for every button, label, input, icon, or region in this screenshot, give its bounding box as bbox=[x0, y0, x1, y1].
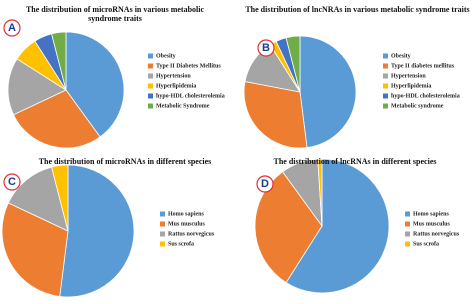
pie-slice bbox=[254, 171, 323, 284]
legend-label: Hyperlipidemia bbox=[156, 83, 196, 89]
legend-label: Homo sapiens bbox=[413, 211, 450, 217]
legend-swatch bbox=[405, 231, 410, 237]
pie-slice bbox=[51, 31, 67, 91]
legend-label: Type II diabetes mellitus bbox=[391, 63, 455, 69]
legend-label: hypo-HDL cholesterolemia bbox=[156, 93, 225, 99]
legend-swatch bbox=[383, 103, 388, 109]
legend-swatch bbox=[405, 241, 410, 247]
legend-swatch bbox=[405, 211, 410, 217]
legend-label: Obesity bbox=[391, 53, 411, 59]
legend-swatch bbox=[160, 231, 165, 237]
legend-swatch bbox=[148, 83, 153, 89]
pie-slice bbox=[285, 158, 390, 294]
legend-swatch bbox=[383, 73, 388, 79]
legend-label: Hyperlipidemia bbox=[391, 83, 431, 89]
legend-label: Obesity bbox=[156, 53, 176, 59]
panel-label-circle bbox=[256, 175, 274, 193]
legend-label: Type II Diabetes Mellitus bbox=[156, 63, 221, 69]
legend-label: Sus scrofa bbox=[413, 241, 439, 247]
legend-swatch bbox=[160, 211, 165, 217]
pie-slice bbox=[51, 164, 69, 232]
legend-swatch bbox=[148, 93, 153, 99]
legend-label: Sus scrofa bbox=[168, 241, 194, 247]
pie-slice bbox=[317, 158, 323, 227]
chart-title: The distribution of lncNRAs in various m… bbox=[245, 5, 470, 14]
pie-slice bbox=[1, 202, 69, 297]
panel-label: D bbox=[261, 178, 269, 190]
legend-swatch bbox=[383, 83, 388, 89]
legend-label: Mus musculus bbox=[413, 221, 451, 227]
panel-label-circle bbox=[257, 39, 275, 57]
pie-slice bbox=[59, 164, 135, 298]
legend-label: Hypertension bbox=[391, 73, 426, 79]
panel-label: A bbox=[8, 22, 16, 34]
legend-label: Hypertension bbox=[156, 73, 191, 79]
legend-swatch bbox=[160, 221, 165, 227]
chart-title: The distribution of microRNAs in differe… bbox=[38, 157, 212, 166]
legend-swatch bbox=[383, 63, 388, 69]
legend-label: Metabolic Syndrome bbox=[156, 103, 210, 109]
pie-slice bbox=[285, 35, 301, 93]
legend-label: Homo sapiens bbox=[168, 211, 205, 217]
panel-label: C bbox=[8, 176, 16, 188]
pie-slice bbox=[243, 81, 308, 149]
legend-swatch bbox=[148, 73, 153, 79]
legend-label: Metabolic syndrome bbox=[391, 103, 444, 109]
legend-label: Rattus norvegicus bbox=[413, 231, 460, 237]
pie-slice bbox=[299, 35, 357, 149]
legend-label: Rattus norvegicus bbox=[168, 231, 215, 237]
pie-slice bbox=[12, 89, 101, 149]
legend-swatch bbox=[148, 103, 153, 109]
legend-swatch bbox=[405, 221, 410, 227]
panel-label-circle bbox=[3, 173, 21, 191]
panel-label-circle bbox=[3, 19, 21, 37]
legend-swatch bbox=[383, 93, 388, 99]
legend-swatch bbox=[148, 63, 153, 69]
legend-label: Mus musculus bbox=[168, 221, 206, 227]
chart-title: The distribution of lncRNAs in different… bbox=[273, 157, 437, 166]
pie-slice bbox=[65, 31, 125, 138]
panel-label: B bbox=[262, 42, 270, 54]
legend-label: hypo-HDL cholesterolemia bbox=[391, 93, 460, 99]
pie-slice bbox=[7, 58, 67, 116]
legend-swatch bbox=[383, 53, 388, 59]
legend-swatch bbox=[148, 53, 153, 59]
legend-swatch bbox=[160, 241, 165, 247]
pie-slice bbox=[7, 166, 69, 232]
chart-title: The distribution of microRNAs in various… bbox=[25, 5, 205, 23]
